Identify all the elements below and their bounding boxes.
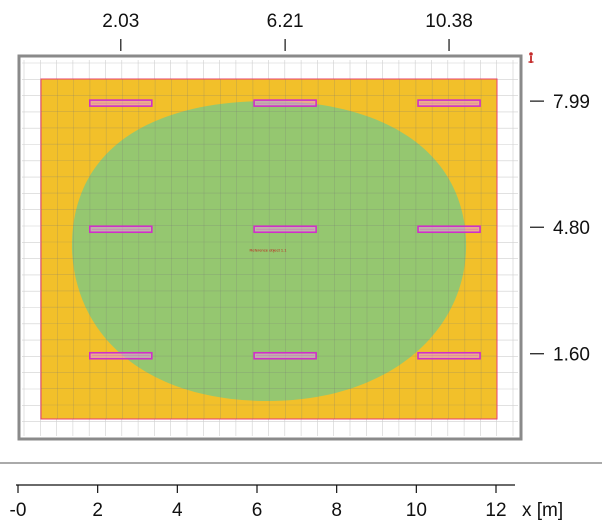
x-tick-label-4: 6: [252, 500, 263, 521]
north-marker-icon[interactable]: [528, 52, 534, 63]
x-tick-label-3: 4: [172, 500, 183, 521]
right-tick-label-1: 7.99: [553, 92, 590, 113]
floor-grid: [41, 79, 497, 419]
top-tick-label-1: 2.03: [102, 11, 139, 32]
top-dimension-ticks: 2.03 6.21 10.38: [102, 11, 473, 51]
right-tick-label-3: 1.60: [553, 345, 590, 366]
right-tick-label-2: 4.80: [553, 218, 590, 239]
x-tick-label-7: 12: [485, 500, 506, 521]
x-tick-label-2: 2: [92, 500, 103, 521]
right-dimension-ticks: 7.99 4.80 1.60: [530, 92, 590, 366]
reference-object-label: Reference object 1.1: [250, 248, 288, 253]
x-axis-label: x [m]: [522, 500, 563, 521]
luminaire-layer[interactable]: [89, 99, 481, 360]
illuminance-zone: [71, 101, 467, 401]
top-tick-label-3: 10.38: [425, 11, 473, 32]
x-tick-label-6: 10: [406, 500, 427, 521]
x-axis-ticks: -0 2 4 6 8 10 12: [10, 485, 507, 521]
x-tick-label-5: 8: [331, 500, 342, 521]
x-tick-label-1: -0: [10, 500, 27, 521]
top-tick-label-2: 6.21: [267, 11, 304, 32]
